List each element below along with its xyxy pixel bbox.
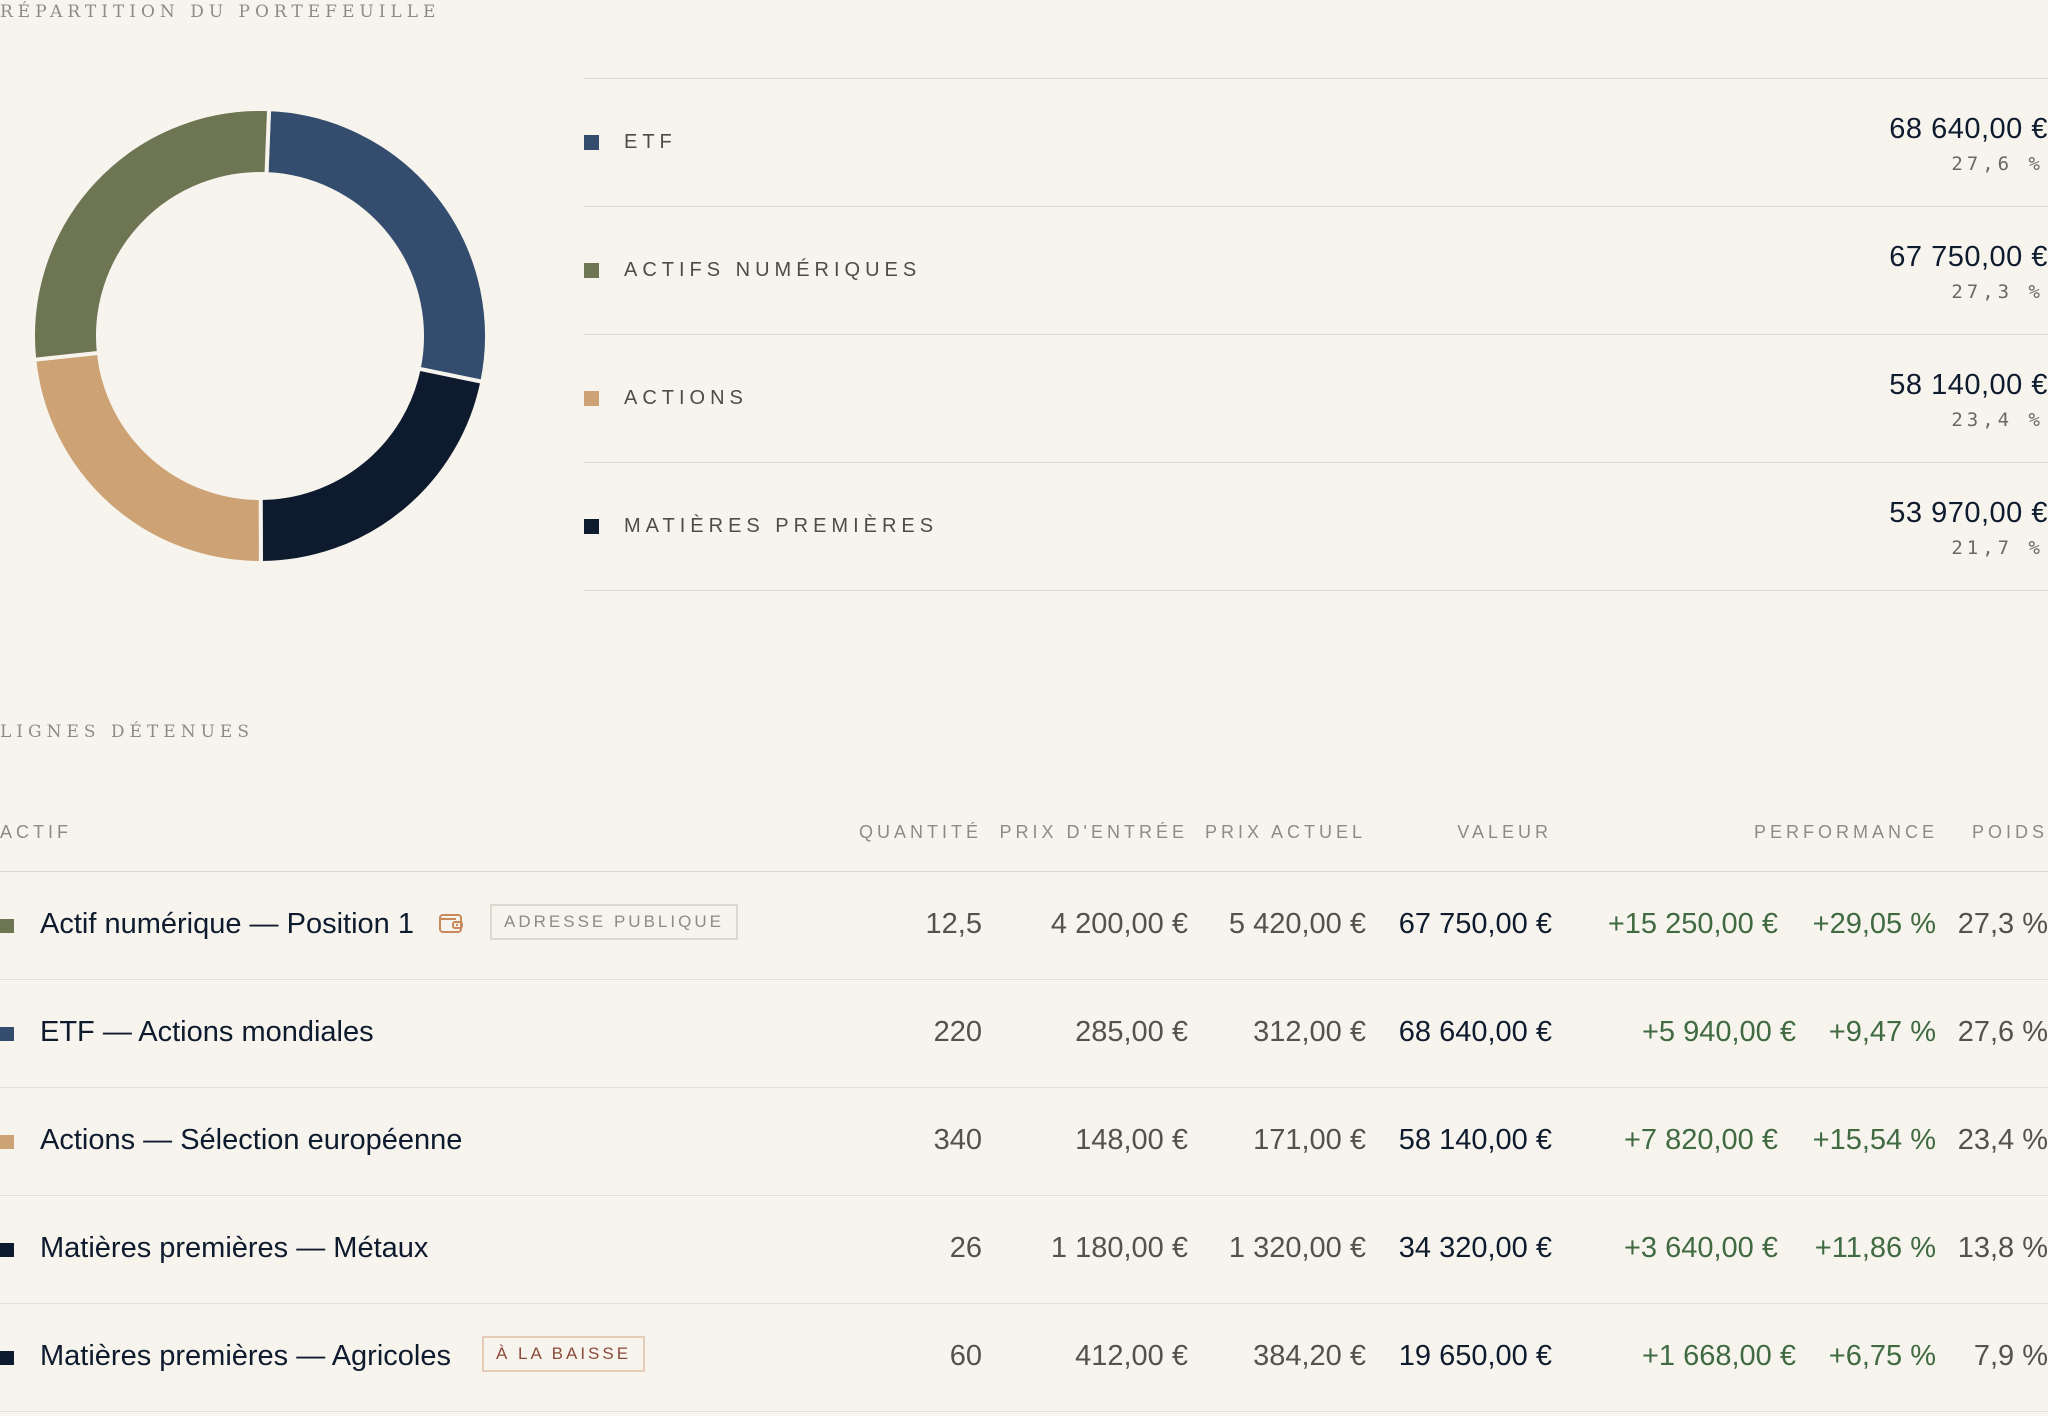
column-header-asset[interactable]: Actif [0,822,72,842]
entry-price-cell: 4 200,00 € [1050,908,1188,940]
column-header-current-price[interactable]: Prix actuel [1204,822,1366,842]
legend-percent: 21,7 % [1951,537,2044,559]
allocation-donut-chart [31,107,489,566]
legend-label: Actions [624,387,748,409]
asset-name: ETF — Actions mondiales [40,1016,374,1048]
value-cell: 68 640,00 € [1398,1016,1552,1048]
table-row[interactable]: Matières premières — Métaux 26 1 180,00 … [0,1196,2048,1304]
performance-cell: +11,86 % [1814,1232,1936,1264]
asset-class-swatch [0,1351,14,1365]
performance-cell: +9,47 % [1828,1016,1936,1048]
performance-cell: +29,05 % [1812,908,1936,940]
legend-percent: 27,3 % [1951,281,2044,303]
legend-swatch [584,263,599,278]
table-row[interactable]: Matières premières — Agricoles À la bais… [0,1304,2048,1412]
asset-name: Actif numérique — Position 1 [40,908,414,940]
allocation-legend: ETF 68 640,00 € 27,6 % Actifs numériques… [584,78,2048,591]
gain-cell: +5 940,00 € [1641,1016,1796,1048]
legend-row-etf[interactable]: ETF 68 640,00 € 27,6 % [584,79,2048,207]
legend-value: 58 140,00 € [1889,369,2048,401]
performance-cell: +6,75 % [1828,1340,1936,1372]
value-cell: 58 140,00 € [1398,1124,1552,1156]
public-address-badge[interactable]: Adresse publique [490,904,738,940]
legend-label: Matières premières [624,515,939,537]
holdings-title: Lignes détenues [0,722,254,742]
trend-down-badge: À la baisse [482,1336,646,1372]
legend-row-matieres-premieres[interactable]: Matières premières 53 970,00 € 21,7 % [584,463,2048,591]
entry-price-cell: 148,00 € [1075,1124,1188,1156]
legend-percent: 27,6 % [1951,153,2044,175]
gain-cell: +15 250,00 € [1607,908,1778,940]
weight-cell: 13,8 % [1957,1232,2048,1264]
allocation-title: Répartition du portefeuille [0,2,441,22]
quantity-cell: 12,5 [925,908,982,940]
table-row[interactable]: Actions — Sélection européenne 340 148,0… [0,1088,2048,1196]
current-price-cell: 1 320,00 € [1228,1232,1366,1264]
legend-swatch [584,391,599,406]
quantity-cell: 220 [933,1016,982,1048]
column-header-performance[interactable]: Performance [1753,822,1938,842]
gain-cell: +3 640,00 € [1623,1232,1778,1264]
gain-cell: +7 820,00 € [1623,1124,1778,1156]
value-cell: 34 320,00 € [1398,1232,1552,1264]
donut-segment-mati-res-premi-res[interactable] [258,366,485,566]
holdings-table: Actif Quantité Prix d'entrée Prix actuel… [0,812,2048,1412]
quantity-cell: 26 [949,1232,982,1264]
weight-cell: 7,9 % [1973,1340,2048,1372]
legend-value: 53 970,00 € [1889,497,2048,529]
current-price-cell: 384,20 € [1253,1340,1366,1372]
current-price-cell: 312,00 € [1253,1016,1366,1048]
current-price-cell: 171,00 € [1253,1124,1366,1156]
wallet-icon[interactable] [438,911,464,935]
legend-label: ETF [624,131,677,153]
legend-row-actifs-numeriques[interactable]: Actifs numériques 67 750,00 € 27,3 % [584,207,2048,335]
table-row[interactable]: Actif numérique — Position 1 Adresse pub… [0,872,2048,980]
entry-price-cell: 285,00 € [1075,1016,1188,1048]
legend-row-actions[interactable]: Actions 58 140,00 € 23,4 % [584,335,2048,463]
asset-class-swatch [0,919,14,933]
gain-cell: +1 668,00 € [1641,1340,1796,1372]
table-row[interactable]: ETF — Actions mondiales 220 285,00 € 312… [0,980,2048,1088]
column-header-quantity[interactable]: Quantité [858,822,982,842]
asset-name: Matières premières — Agricoles [40,1340,451,1372]
performance-cell: +15,54 % [1812,1124,1936,1156]
table-header: Actif Quantité Prix d'entrée Prix actuel… [0,812,2048,872]
quantity-cell: 340 [933,1124,982,1156]
weight-cell: 23,4 % [1957,1124,2048,1156]
legend-value: 68 640,00 € [1889,113,2048,145]
quantity-cell: 60 [949,1340,982,1372]
donut-segment-etf[interactable] [264,107,489,385]
legend-value: 67 750,00 € [1889,241,2048,273]
asset-class-swatch [0,1027,14,1041]
asset-name: Matières premières — Métaux [40,1232,429,1264]
legend-label: Actifs numériques [624,259,922,281]
entry-price-cell: 412,00 € [1075,1340,1188,1372]
column-header-value[interactable]: Valeur [1457,822,1552,842]
current-price-cell: 5 420,00 € [1228,908,1366,940]
donut-segment-actifs-num-riques[interactable] [31,107,272,362]
weight-cell: 27,6 % [1957,1016,2048,1048]
donut-segment-actions[interactable] [32,350,263,565]
legend-percent: 23,4 % [1951,409,2044,431]
value-cell: 19 650,00 € [1398,1340,1552,1372]
entry-price-cell: 1 180,00 € [1050,1232,1188,1264]
column-header-entry-price[interactable]: Prix d'entrée [999,822,1188,842]
legend-swatch [584,519,599,534]
asset-class-swatch [0,1243,14,1257]
asset-class-swatch [0,1135,14,1149]
value-cell: 67 750,00 € [1398,908,1552,940]
weight-cell: 27,3 % [1957,908,2048,940]
legend-swatch [584,135,599,150]
column-header-weight[interactable]: Poids [1971,822,2048,842]
asset-name: Actions — Sélection européenne [40,1124,463,1156]
